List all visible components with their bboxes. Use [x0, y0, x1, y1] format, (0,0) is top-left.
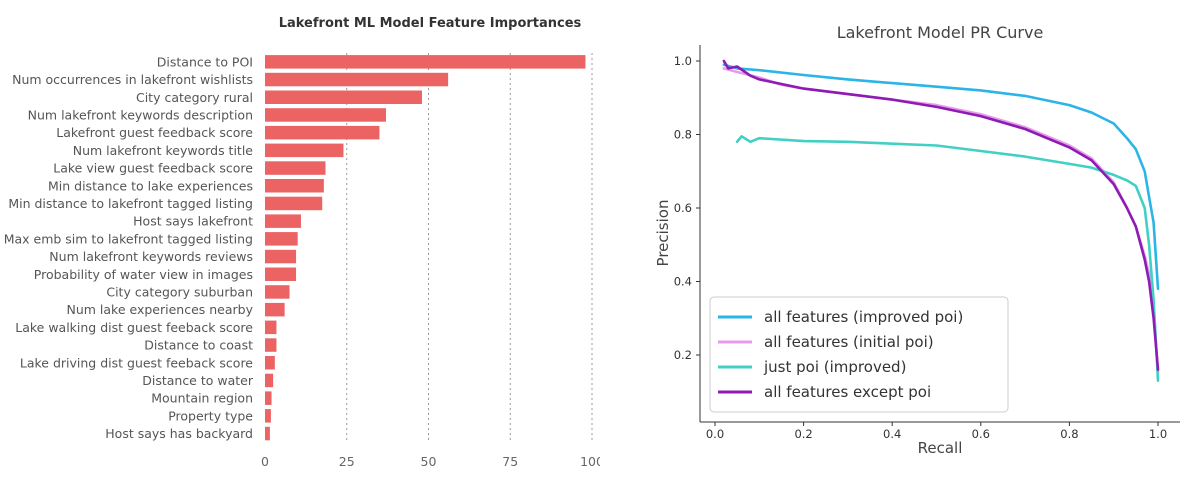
feature-label: City category rural — [136, 90, 253, 105]
feature-bar — [265, 426, 270, 441]
right-x-label: Recall — [918, 439, 963, 457]
feature-bar — [265, 108, 386, 122]
legend-label: just poi (improved) — [763, 358, 906, 376]
series-line-3 — [722, 59, 1160, 371]
series-line-0 — [722, 63, 1160, 291]
right-x-tick-label: 0.4 — [883, 427, 901, 441]
feature-bar — [265, 302, 285, 317]
right-y-tick-label: 0.2 — [674, 348, 692, 362]
left-x-tick-label: 50 — [421, 454, 437, 469]
feature-bar — [265, 320, 277, 335]
feature-label: Lake view guest feedback score — [53, 161, 253, 176]
right-y-tick-label: 0.8 — [674, 128, 692, 142]
right-legend: all features (improved poi) all features … — [709, 296, 1009, 413]
right-y-tick-label: 0.4 — [674, 275, 692, 289]
feature-label: Distance to water — [142, 373, 254, 388]
feature-bar — [265, 391, 272, 405]
feature-bar — [265, 179, 324, 193]
feature-bar — [265, 90, 422, 104]
feature-label: Num lakefront keywords title — [73, 143, 254, 158]
feature-label: Max emb sim to lakefront tagged listing — [4, 231, 253, 246]
right-x-ticks: 0.0 0.2 0.4 0.6 0.8 1.0 — [706, 422, 1167, 441]
left-x-tick-label: 0 — [261, 454, 269, 469]
left-x-ticks: 0 25 50 75 100 — [261, 454, 600, 469]
feature-bar — [265, 409, 271, 423]
feature-importance-chart: Lakefront ML Model Feature Importances D… — [4, 16, 600, 469]
feature-label: Min distance to lake experiences — [48, 178, 253, 193]
right-x-tick-label: 1.0 — [1149, 427, 1167, 441]
right-x-tick-label: 0.8 — [1060, 427, 1078, 441]
right-chart-title: Lakefront Model PR Curve — [837, 23, 1044, 42]
right-y-tick-label: 0.6 — [674, 201, 692, 215]
feature-label: Lakefront guest feedback score — [56, 125, 253, 140]
right-y-ticks: 0.2 0.4 0.6 0.8 1.0 — [674, 54, 700, 362]
feature-bar — [265, 196, 323, 211]
left-feature-labels: Distance to POI Num occurrences in lakefr… — [4, 54, 254, 441]
right-y-tick-label: 1.0 — [674, 54, 692, 68]
feature-label: Num occurrences in lakefront wishlists — [12, 72, 253, 87]
feature-bar — [265, 55, 586, 69]
feature-label: Num lakefront keywords description — [28, 107, 253, 122]
left-bars — [265, 55, 586, 441]
feature-label: City category suburban — [106, 284, 253, 299]
right-series-lines — [722, 59, 1160, 382]
feature-label: Distance to coast — [144, 338, 253, 353]
right-x-tick-label: 0.6 — [972, 427, 990, 441]
legend-label: all features (improved poi) — [764, 308, 963, 326]
feature-bar — [265, 72, 449, 87]
feature-bar — [265, 232, 298, 246]
feature-label: Probability of water view in images — [34, 267, 253, 282]
feature-bar — [265, 356, 275, 370]
right-x-tick-label: 0.0 — [706, 427, 724, 441]
feature-bar — [265, 338, 277, 352]
feature-bar — [265, 214, 301, 228]
feature-label: Mountain region — [151, 391, 253, 406]
legend-label: all features (initial poi) — [764, 333, 934, 351]
feature-label: Host says lakefront — [133, 214, 253, 229]
feature-bar — [265, 285, 290, 299]
left-x-tick-label: 25 — [339, 454, 355, 469]
left-x-tick-label: 75 — [502, 454, 518, 469]
feature-label: Distance to POI — [157, 54, 253, 69]
feature-label: Min distance to lakefront tagged listing — [8, 196, 253, 211]
feature-label: Lake walking dist guest feeback score — [15, 320, 253, 335]
feature-label: Host says has backyard — [105, 426, 253, 441]
series-line-2 — [735, 135, 1160, 382]
feature-label: Property type — [168, 408, 253, 423]
right-x-tick-label: 0.2 — [794, 427, 812, 441]
feature-bar — [265, 249, 297, 264]
right-y-label: Precision — [654, 200, 672, 267]
left-chart-title: Lakefront ML Model Feature Importances — [279, 16, 582, 31]
feature-bar — [265, 143, 344, 158]
feature-bar — [265, 161, 326, 175]
left-x-tick-label: 100 — [580, 454, 600, 469]
feature-bar — [265, 267, 297, 281]
feature-label: Num lakefront keywords reviews — [49, 249, 253, 264]
legend-label: all features except poi — [764, 383, 931, 401]
feature-bar — [265, 125, 380, 140]
feature-label: Num lake experiences nearby — [66, 302, 253, 317]
feature-label: Lake driving dist guest feeback score — [20, 355, 253, 370]
legend-frame — [709, 296, 1009, 413]
feature-bar — [265, 373, 274, 388]
